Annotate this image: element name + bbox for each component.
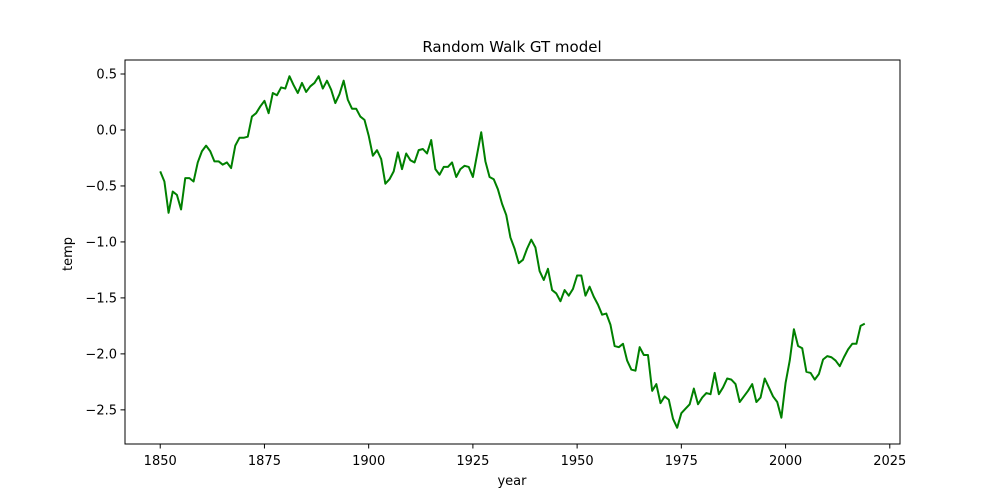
y-axis-label: temp — [61, 237, 76, 271]
x-tick-label: 2025 — [873, 454, 906, 469]
plot-area — [159, 75, 866, 429]
x-tick-label: 2000 — [769, 454, 802, 469]
y-tick-label: 0.5 — [96, 67, 117, 82]
y-tick-label: 0.0 — [96, 123, 117, 138]
x-axis: 1850 1875 1900 1925 1950 1975 2000 2025 — [144, 444, 906, 469]
x-tick-label: 1925 — [456, 454, 489, 469]
x-tick-label: 1950 — [561, 454, 594, 469]
x-tick-label: 1900 — [352, 454, 385, 469]
series-line-0 — [159, 75, 866, 429]
y-axis: 0.5 0.0 −0.5 −1.0 −1.5 −2.0 −2.5 — [85, 67, 125, 418]
x-tick-label: 1875 — [248, 454, 281, 469]
y-tick-label: −0.5 — [85, 179, 117, 194]
x-tick-label: 1850 — [144, 454, 177, 469]
y-tick-label: −2.0 — [85, 347, 117, 362]
plot-frame — [124, 59, 901, 445]
y-tick-label: −1.5 — [85, 291, 117, 306]
chart-title: Random Walk GT model — [422, 38, 601, 56]
x-axis-label: year — [497, 474, 527, 489]
y-tick-label: −1.0 — [85, 235, 117, 250]
x-tick-label: 1975 — [665, 454, 698, 469]
y-tick-label: −2.5 — [85, 403, 117, 418]
